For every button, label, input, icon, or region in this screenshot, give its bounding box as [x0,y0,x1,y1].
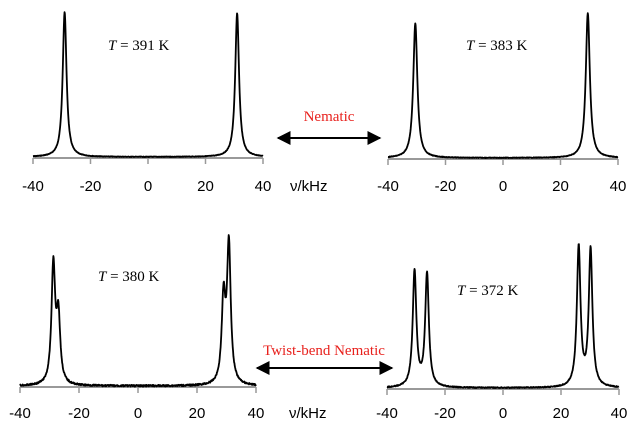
x-tick-label: 40 [248,405,265,422]
spectrum-line [32,11,264,158]
x-tick-label: -20 [434,405,456,422]
x-tick-label: 20 [189,405,206,422]
x-tick-label: 0 [144,178,152,195]
spectrum-panel-380K: -40 -20 0 20 40 T = 380 K [9,234,265,422]
x-axis-label-top: ν/kHz [290,178,328,195]
spectrum-panel-383K: -40 -20 0 20 40 T = 383 K [377,12,627,195]
x-tick-label: -40 [22,178,44,195]
x-tick-label: 20 [197,178,214,195]
spectrum-panel-372K: -40 -20 0 20 40 T = 372 K [376,243,628,422]
temperature-label: T = 391 K [108,38,170,54]
spectrum-panel-391K: -40 -20 0 20 40 T = 391 K [22,11,272,195]
phase-label-nematic: Nematic [304,109,355,125]
temperature-label: T = 372 K [457,283,519,299]
temperature-label: T = 383 K [466,38,528,54]
x-tick-label: -20 [435,178,457,195]
x-tick-label: 0 [499,405,507,422]
phase-label-twist-bend: Twist-bend Nematic [263,343,385,359]
x-axis-label-bottom: ν/kHz [289,405,327,422]
x-tick-label: -40 [377,178,399,195]
x-tick-label: 20 [553,405,570,422]
x-tick-label: 0 [499,178,507,195]
x-tick-label: 20 [552,178,569,195]
x-tick-label: 40 [611,405,628,422]
x-tick-label: 40 [610,178,627,195]
x-tick-label: -40 [376,405,398,422]
temperature-label: T = 380 K [98,269,160,285]
x-tick-label: 0 [134,405,142,422]
x-tick-label: 40 [255,178,272,195]
x-tick-label: -40 [9,405,31,422]
spectrum-line [19,234,257,388]
spectrum-line [386,243,620,390]
x-tick-label: -20 [80,178,102,195]
x-tick-label: -20 [68,405,90,422]
spectrum-line [387,12,619,159]
